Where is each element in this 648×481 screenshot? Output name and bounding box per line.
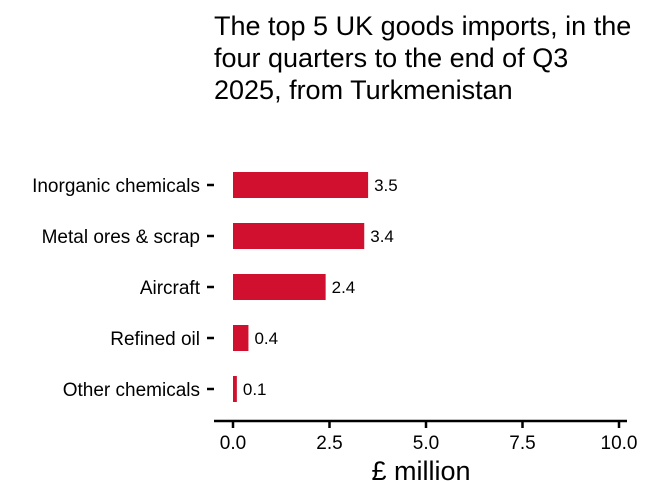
data-label: 0.1 (243, 380, 267, 399)
bar (233, 223, 365, 249)
bar (233, 325, 249, 351)
x-tick-label: 2.5 (316, 433, 342, 454)
data-label: 3.5 (374, 176, 398, 195)
x-axis-ticks: 0.0 2.5 5.0 7.5 10.0 (220, 421, 638, 454)
category-label: Inorganic chemicals (32, 176, 200, 197)
x-tick-label: 10.0 (601, 433, 638, 454)
bar (233, 376, 237, 402)
bar (233, 274, 326, 300)
x-tick-label: 0.0 (220, 433, 246, 454)
category-label: Aircraft (140, 278, 201, 299)
x-axis-title: £ million (371, 456, 470, 481)
data-label: 3.4 (370, 227, 394, 246)
x-tick-label: 7.5 (509, 433, 535, 454)
bars-layer (233, 172, 369, 402)
chart-title: The top 5 UK goods imports, in the four … (214, 11, 632, 105)
category-label: Metal ores & scrap (42, 227, 200, 248)
x-tick-label: 5.0 (413, 433, 439, 454)
bar (233, 172, 369, 198)
value-labels: 3.5 3.4 2.4 0.4 0.1 (243, 176, 398, 399)
category-label: Other chemicals (63, 380, 200, 401)
category-label: Refined oil (110, 329, 200, 350)
category-labels: Inorganic chemicals Metal ores & scrap Air… (32, 176, 214, 401)
data-label: 2.4 (332, 278, 356, 297)
data-label: 0.4 (254, 329, 278, 348)
